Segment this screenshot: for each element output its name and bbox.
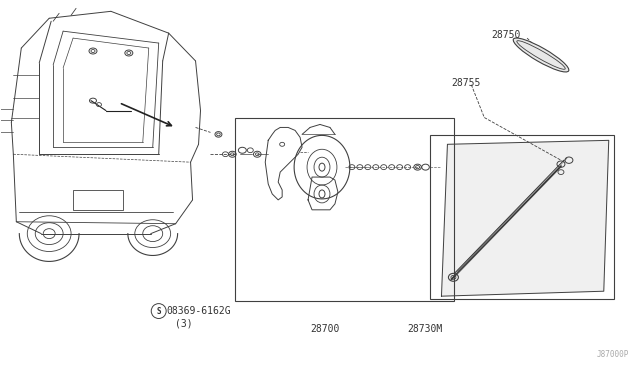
- Circle shape: [151, 304, 166, 318]
- Ellipse shape: [513, 38, 569, 72]
- Text: 08369-6162G: 08369-6162G: [166, 306, 231, 316]
- Text: 28730M: 28730M: [407, 324, 442, 334]
- Bar: [236, 118, 454, 301]
- Bar: [73, 190, 123, 210]
- Text: 28755: 28755: [451, 78, 481, 88]
- Text: 28700: 28700: [310, 324, 340, 334]
- Text: 28750: 28750: [492, 30, 520, 40]
- Text: (3): (3): [175, 319, 192, 329]
- Polygon shape: [442, 140, 609, 296]
- Text: S: S: [156, 307, 161, 315]
- Text: J87000P: J87000P: [596, 350, 628, 359]
- Bar: [429, 135, 614, 299]
